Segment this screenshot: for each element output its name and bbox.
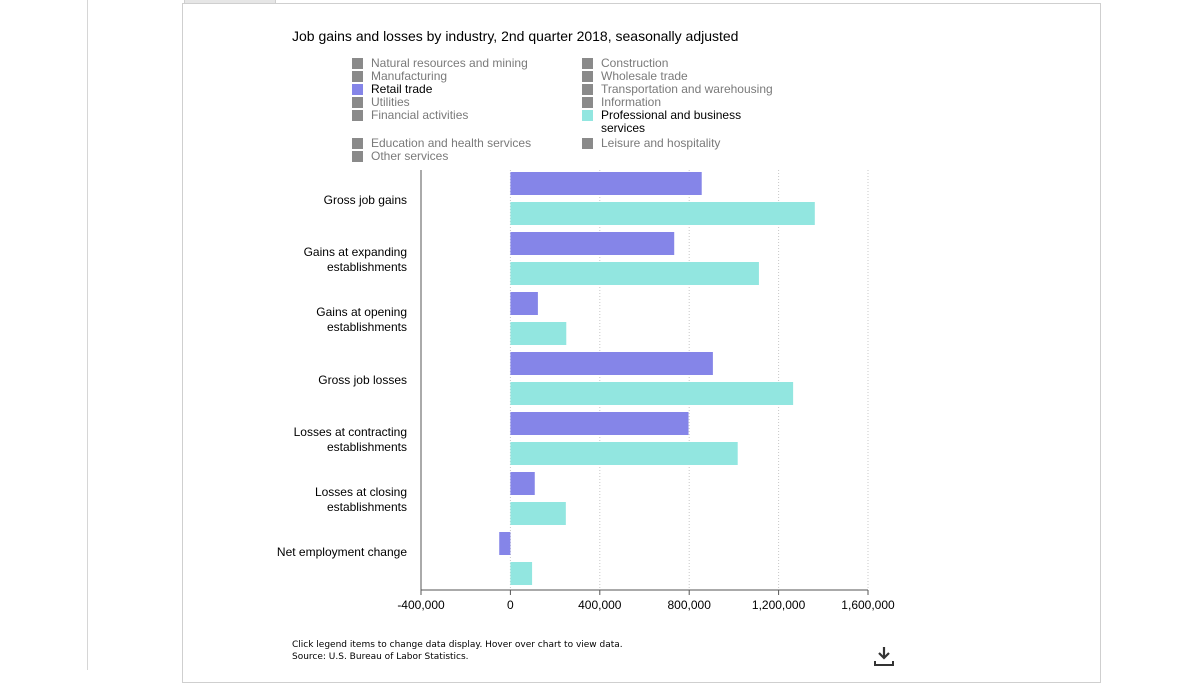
bar[interactable] (510, 322, 567, 345)
legend-swatch (352, 110, 363, 121)
legend-swatch (582, 97, 593, 108)
bar[interactable] (510, 262, 759, 285)
chart-instructions: Click legend items to change data displa… (292, 640, 623, 650)
x-tick-label: 1,200,000 (751, 598, 806, 612)
container-tab[interactable] (184, 0, 276, 4)
legend-label: Transportation and warehousing (601, 82, 773, 96)
legend-label: Construction (601, 56, 669, 70)
category-label: Gross job gains (323, 192, 407, 207)
legend-swatch (352, 58, 363, 69)
x-tick-label: 1,600,000 (841, 598, 895, 612)
legend-label: Utilities (371, 95, 410, 109)
category-label: Gross job losses (318, 372, 407, 387)
download-icon[interactable] (873, 645, 895, 667)
legend-swatch (582, 58, 593, 69)
bar[interactable] (510, 172, 702, 195)
chart-source: Source: U.S. Bureau of Labor Statistics. (292, 652, 469, 662)
category-label: Losses at contracting establishments (293, 425, 407, 454)
legend-swatch (352, 84, 363, 95)
legend-label: Education and health services (371, 136, 532, 150)
chart-title: Job gains and losses by industry, 2nd qu… (292, 28, 739, 44)
legend-label: Leisure and hospitality (601, 136, 721, 150)
bar[interactable] (499, 532, 511, 555)
legend-swatch (582, 110, 593, 121)
category-label: Net employment change (276, 545, 407, 559)
bar[interactable] (510, 412, 689, 435)
legend-swatch (582, 138, 593, 149)
legend-swatch (352, 71, 363, 82)
x-tick-label: 400,000 (578, 598, 622, 612)
legend-swatch (582, 84, 593, 95)
bar[interactable] (510, 292, 538, 315)
bar[interactable] (510, 472, 535, 495)
x-tick-label: 800,000 (667, 598, 711, 612)
legend-swatch (352, 97, 363, 108)
bar[interactable] (510, 382, 794, 405)
legend-label: Manufacturing (371, 69, 448, 83)
legend-label: Retail trade (371, 82, 433, 96)
legend-label: Financial activities (371, 108, 469, 122)
legend-label: Wholesale trade (601, 69, 688, 83)
legend-label: Natural resources and mining (371, 56, 528, 70)
legend-label: Information (601, 95, 662, 109)
x-tick-label: 0 (507, 598, 514, 612)
bar[interactable] (510, 442, 738, 465)
category-label: Gains at opening establishments (316, 305, 407, 334)
bar[interactable] (510, 352, 713, 375)
bar[interactable] (510, 202, 815, 225)
category-label: Gains at expanding establishments (303, 245, 407, 274)
category-label: Losses at closing establishments (314, 485, 407, 514)
legend-swatch (352, 151, 363, 162)
page-border (87, 0, 88, 670)
legend-swatch (582, 71, 593, 82)
bar[interactable] (510, 232, 675, 255)
legend-label: Professional and business services (601, 108, 742, 135)
bar[interactable] (510, 502, 566, 525)
legend-swatch (352, 138, 363, 149)
legend-label: Other services (371, 149, 449, 163)
x-tick-label: -400,000 (397, 598, 445, 612)
bar[interactable] (510, 562, 533, 585)
